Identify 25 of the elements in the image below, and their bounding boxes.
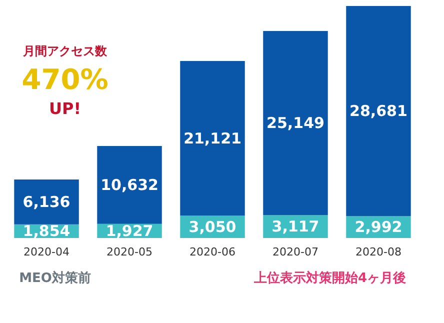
data-label: 6,136 [22, 192, 70, 211]
data-label: 2,992 [354, 218, 402, 236]
x-tick-label: 2020-06 [190, 246, 236, 258]
annotation: 470% [22, 63, 108, 96]
data-label: 28,681 [350, 102, 408, 120]
x-tick-label: 2020-04 [24, 246, 70, 258]
data-label: 3,050 [188, 218, 236, 236]
data-label: 1,927 [106, 222, 154, 240]
data-label: 25,149 [266, 114, 324, 132]
data-label: 10,632 [100, 176, 158, 194]
text: 上位表示対策開始4ヶ月後 [252, 270, 406, 286]
data-label: 1,854 [22, 222, 70, 240]
bar [263, 30, 328, 216]
annotation: UP! [48, 99, 82, 118]
bar [346, 6, 411, 216]
bar [97, 146, 162, 224]
x-tick-label: 2020-05 [106, 246, 152, 258]
data-label: 3,117 [272, 218, 320, 236]
data-label: 21,121 [184, 129, 242, 148]
text: MEO対策前 [19, 270, 91, 286]
annotation: 月間アクセス数 [22, 44, 108, 58]
x-tick-label: 2020-08 [356, 246, 402, 258]
x-tick-label: 2020-07 [272, 246, 318, 258]
bar [180, 60, 245, 216]
bar [14, 179, 79, 224]
